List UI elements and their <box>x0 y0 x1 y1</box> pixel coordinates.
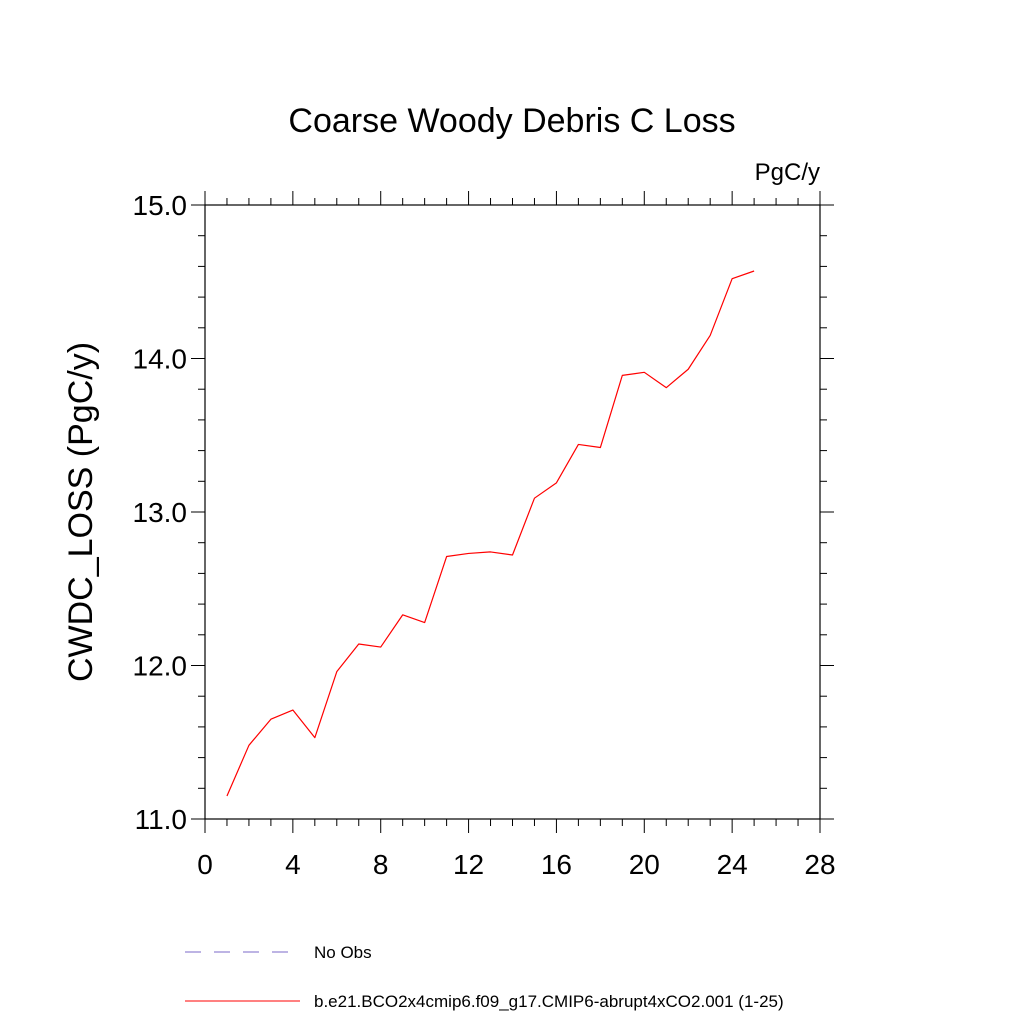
x-tick-label: 4 <box>285 849 301 880</box>
y-tick-label: 15.0 <box>133 190 188 221</box>
x-tick-label: 16 <box>541 849 572 880</box>
x-tick-label: 0 <box>197 849 213 880</box>
y-tick-label: 14.0 <box>133 344 188 375</box>
series-line <box>226 270 755 797</box>
y-axis-label: CWDC_LOSS (PgC/y) <box>62 342 100 682</box>
chart-title: Coarse Woody Debris C Loss <box>288 102 735 140</box>
y-tick-label: 13.0 <box>133 497 188 528</box>
x-tick-label: 24 <box>717 849 748 880</box>
y-tick-label: 11.0 <box>135 804 187 835</box>
x-tick-label: 8 <box>373 849 389 880</box>
y-tick-label: 12.0 <box>133 651 188 682</box>
legend: No Obs b.e21.BCO2x4cmip6.f09_g17.CMIP6-ab… <box>185 943 784 1011</box>
legend-label: b.e21.BCO2x4cmip6.f09_g17.CMIP6-abrupt4x… <box>314 992 784 1011</box>
series-layer <box>226 270 755 797</box>
units-label: PgC/y <box>755 159 820 186</box>
axes: 0 4 8 12 16 20 24 28 11.0 12.0 13.0 14.0 15.0 <box>133 190 836 880</box>
x-tick-label: 20 <box>629 849 660 880</box>
legend-label: No Obs <box>314 943 372 962</box>
plot-frame <box>204 204 821 820</box>
x-tick-label: 12 <box>453 849 484 880</box>
x-tick-label: 28 <box>804 849 835 880</box>
